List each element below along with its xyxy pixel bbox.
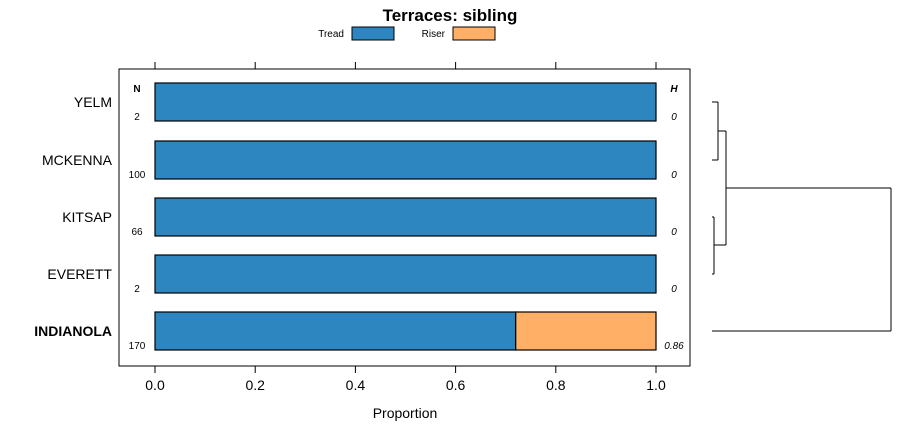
plot-frame — [118, 68, 691, 367]
bar-segment-riser — [515, 311, 657, 351]
legend-label-tread: Tread — [318, 29, 344, 40]
bar-segment-tread — [154, 140, 657, 180]
h-value: 0 — [671, 112, 677, 123]
x-tick-label: 0.8 — [546, 377, 566, 393]
n-value: 66 — [131, 227, 143, 238]
category-label: YELM — [74, 94, 112, 110]
n-value: 170 — [129, 341, 146, 352]
legend-swatch-riser — [452, 26, 496, 41]
n-value: 2 — [134, 112, 140, 123]
x-tick-label: 1.0 — [646, 377, 666, 393]
category-label: KITSAP — [62, 209, 112, 225]
n-value: 2 — [134, 284, 140, 295]
legend-label-riser: Riser — [422, 29, 446, 40]
chart-title: Terraces: sibling — [383, 6, 518, 25]
bar-segment-tread — [154, 311, 517, 351]
bottom-axis: 0.0 0.2 0.4 0.6 0.8 1.0 — [145, 366, 666, 393]
category-label: MCKENNA — [42, 152, 113, 168]
legend: Tread Riser — [318, 26, 496, 41]
h-column-header: H — [670, 84, 678, 95]
h-value: 0 — [671, 170, 677, 181]
n-value: 100 — [129, 170, 146, 181]
legend-swatch-tread — [351, 26, 395, 41]
h-value: 0 — [671, 227, 677, 238]
bar-rows: YELM 2 0 MCKENNA 100 0 KITSAP 66 0 EVERETT 2 0 INDIA… — [34, 82, 684, 352]
top-axis-ticks — [154, 62, 657, 69]
bar-segment-tread — [154, 197, 657, 237]
category-label: EVERETT — [47, 266, 112, 282]
n-column-header: N — [133, 84, 140, 95]
x-tick-label: 0.2 — [245, 377, 265, 393]
x-tick-label: 0.6 — [446, 377, 466, 393]
bar-segment-tread — [154, 254, 657, 294]
x-tick-label: 0.0 — [145, 377, 165, 393]
dendrogram — [712, 101, 892, 332]
bar-segment-tread — [154, 82, 657, 122]
h-value: 0.86 — [664, 341, 684, 352]
h-value: 0 — [671, 284, 677, 295]
category-label: INDIANOLA — [34, 323, 112, 339]
x-axis-label: Proportion — [373, 405, 438, 421]
x-tick-label: 0.4 — [346, 377, 366, 393]
